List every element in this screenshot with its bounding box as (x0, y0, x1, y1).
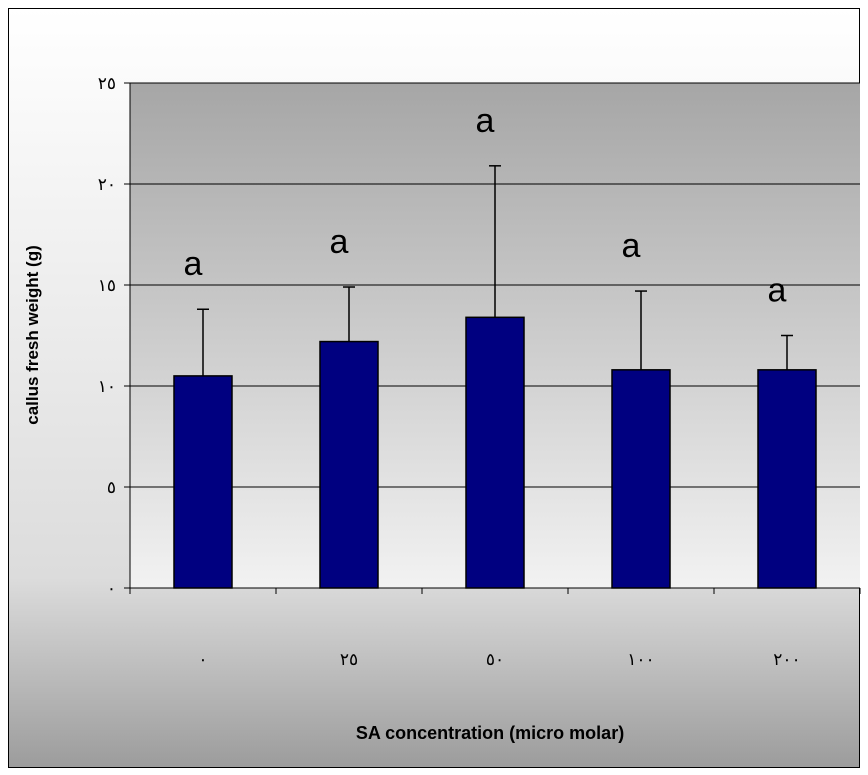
y-tick-label: ١٥ (98, 276, 116, 295)
y-tick-label: ١٠ (98, 377, 116, 396)
error-bars (197, 165, 793, 376)
bars (173, 316, 817, 589)
significance-label: a (768, 272, 787, 310)
y-tick-label: ٢٠ (98, 175, 116, 194)
x-tick-label: ٠ (198, 650, 207, 669)
axes (124, 83, 860, 589)
significance-label: a (476, 102, 495, 140)
x-tick-label: ٥٠ (486, 650, 504, 669)
bar-2 (465, 316, 525, 589)
bar-1 (319, 340, 379, 589)
y-tick-label: ٥ (107, 478, 116, 497)
y-axis-title: callus fresh weight (g) (23, 245, 42, 424)
significance-label: a (330, 223, 349, 261)
y-tick-label: ٢٥ (98, 74, 116, 93)
bar-labels: a a a a a (184, 102, 787, 310)
bar-3 (611, 369, 671, 589)
bar-4 (757, 369, 817, 589)
x-tick-label: ٢٥ (340, 650, 358, 669)
y-tick-label: ٠ (107, 579, 116, 598)
x-tick-label: ١٠٠ (627, 650, 654, 669)
significance-label: a (184, 245, 203, 283)
significance-label: a (622, 227, 641, 265)
x-axis-title: SA concentration (micro molar) (356, 723, 624, 743)
x-tick-label: ٢٠٠ (773, 650, 800, 669)
x-ticks: ٠ ٢٥ ٥٠ ١٠٠ ٢٠٠ (129, 588, 861, 669)
bar-0 (173, 375, 233, 589)
y-ticks: ٠ ٥ ١٠ ١٥ ٢٠ ٢٥ (98, 74, 130, 598)
